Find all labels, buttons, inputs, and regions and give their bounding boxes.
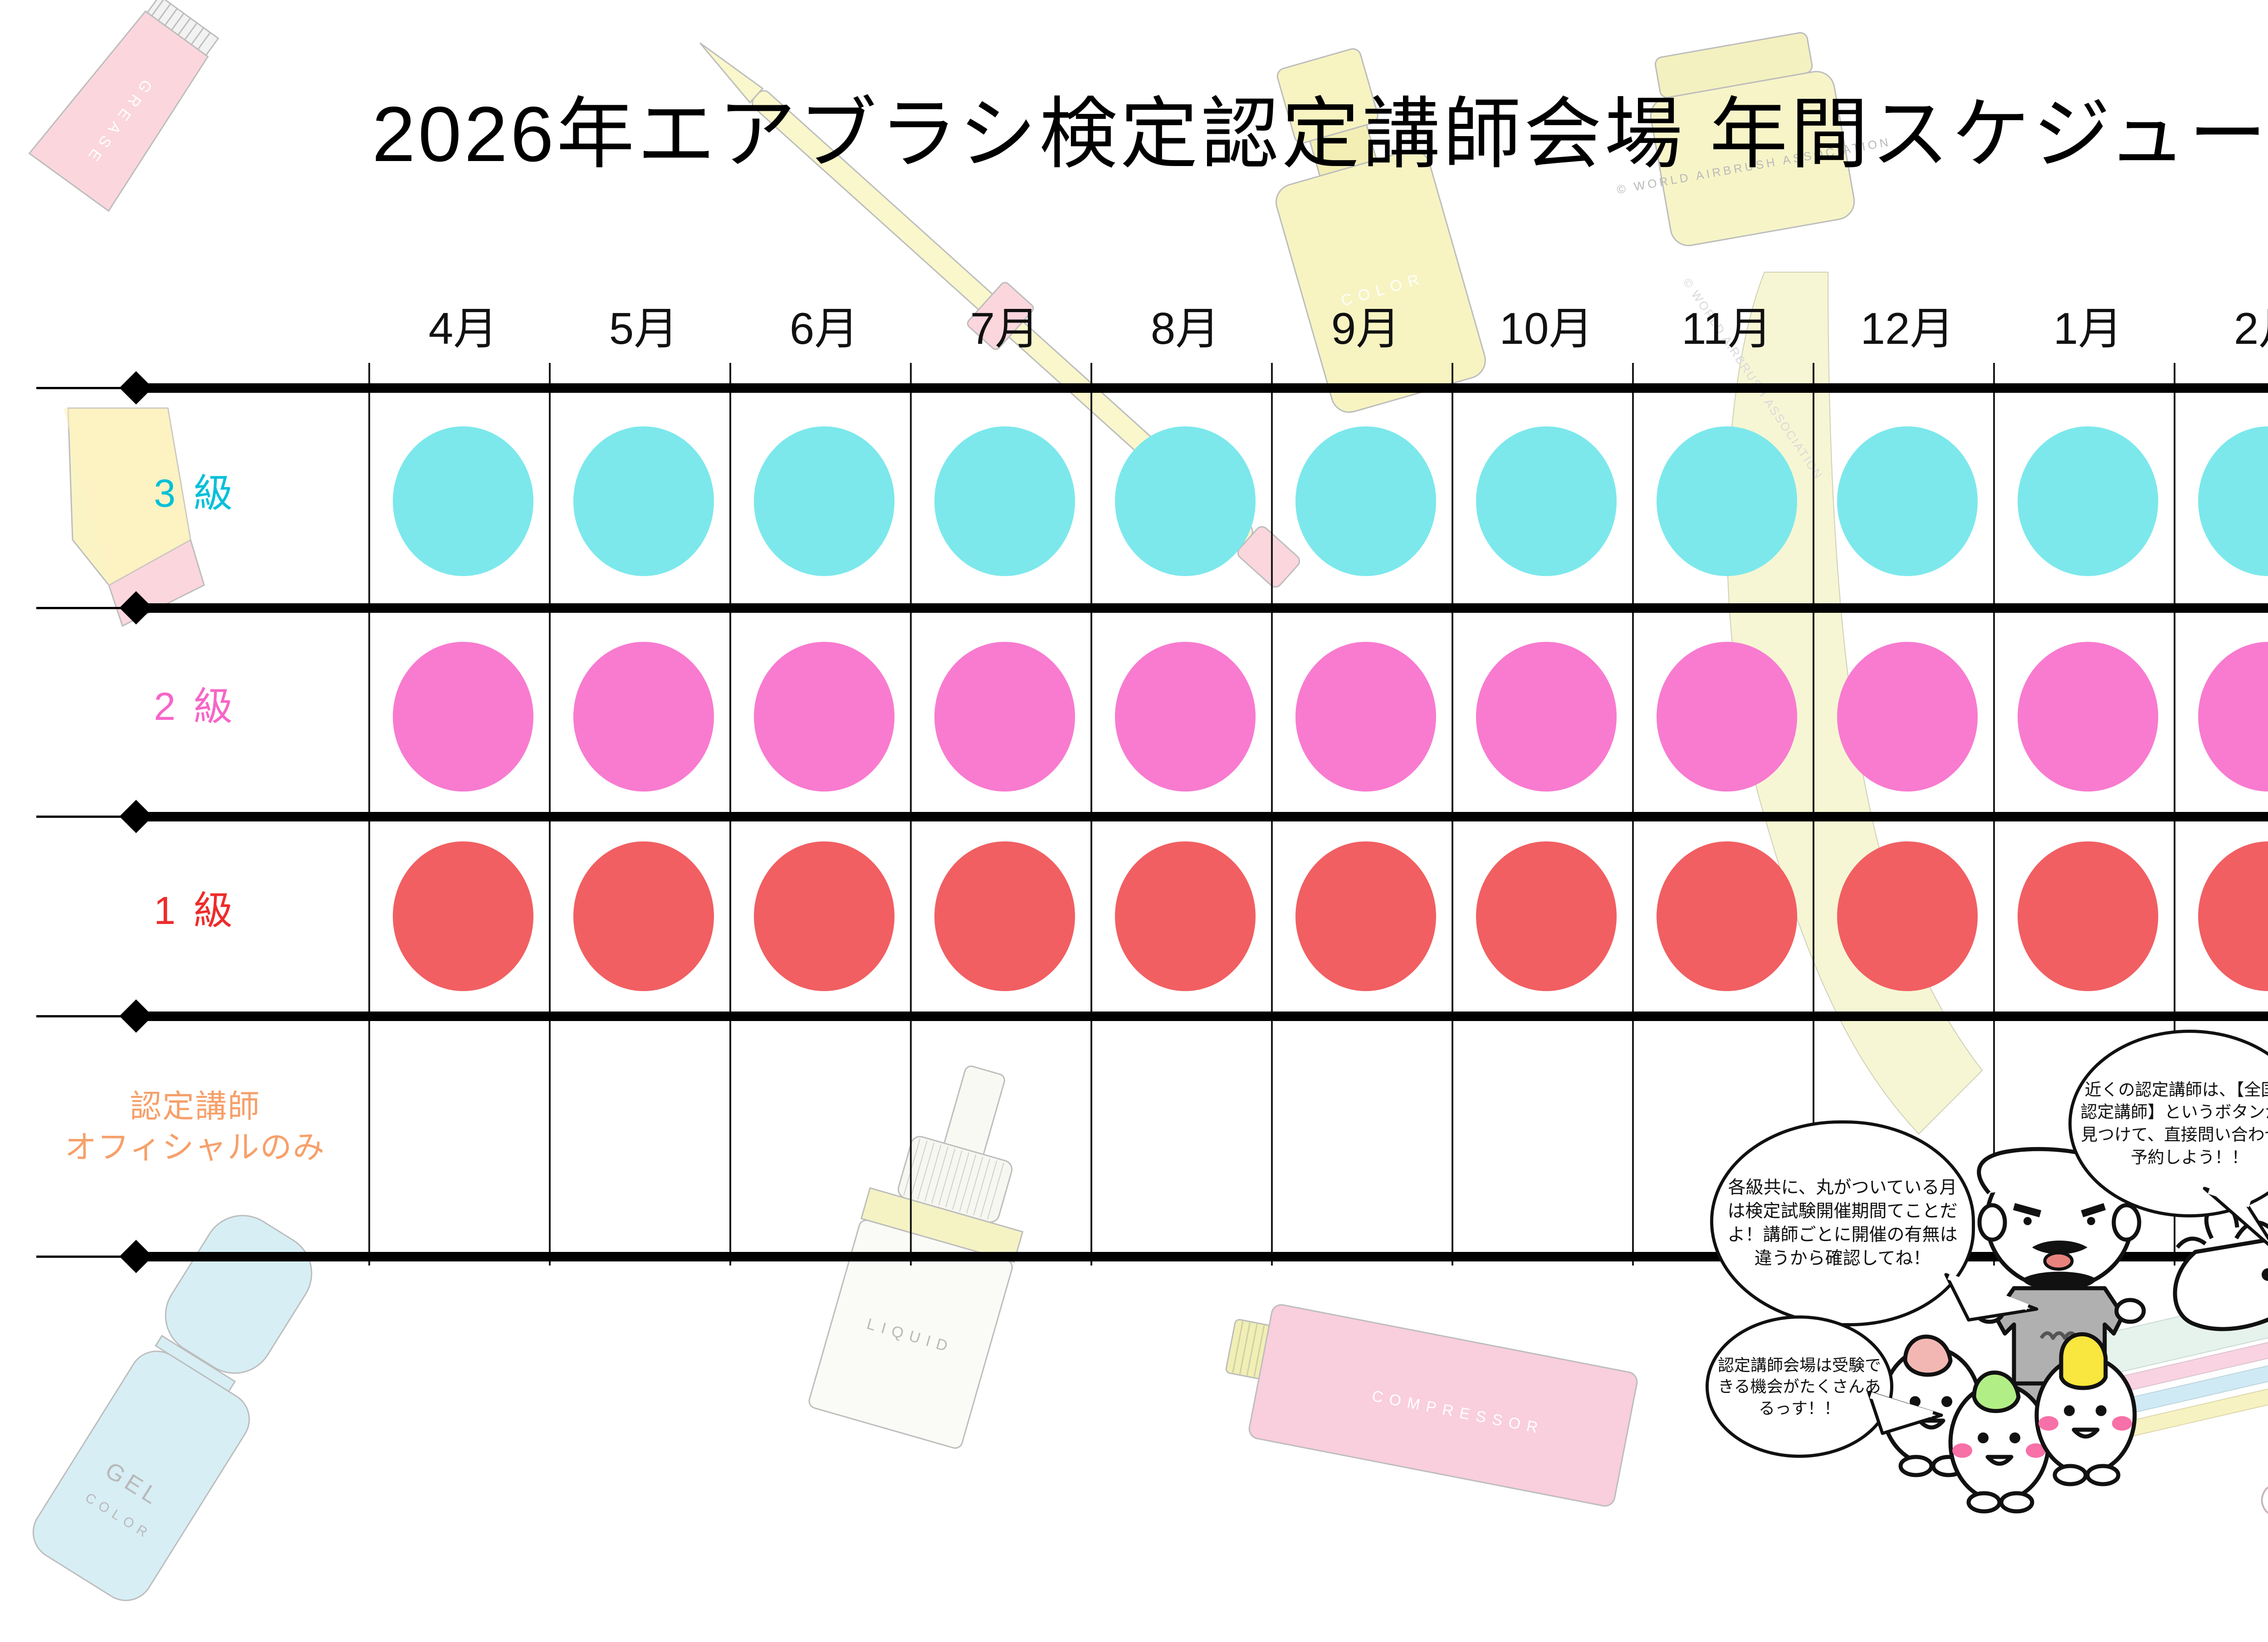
row-label-grade2: 2 級 (154, 685, 236, 728)
bubble-many-chances-text: 認定講師会場は受験できる機会がたくさんあるっす！！ (1717, 1355, 1881, 1417)
dot-grade1-4 (393, 841, 533, 991)
dot-grade2-12 (1837, 642, 1978, 792)
dot-grade1-1 (2018, 841, 2158, 991)
dot-grade3-5 (573, 426, 714, 576)
bubble-find-instructor: 近くの認定講師は、【全国の認定講師】というボタンから見つけて、直接問い合わせて予… (2068, 1030, 2268, 1217)
month-header-10: 10月 (1499, 303, 1593, 353)
dot-grade1-11 (1657, 841, 1797, 991)
bubble-many-chances: 認定講師会場は受験できる機会がたくさんあるっす！！ (1706, 1315, 1893, 1458)
month-header-12: 12月 (1860, 303, 1955, 353)
row-label-official-line2: オフィシャルのみ (64, 1129, 326, 1165)
row-label-official-line1: 認定講師 (130, 1089, 260, 1124)
dot-grade2-10 (1476, 642, 1617, 792)
dot-grade3-11 (1657, 426, 1797, 576)
dot-grade3-10 (1476, 426, 1617, 576)
dot-grade2-5 (573, 642, 714, 792)
dot-grade1-8 (1115, 841, 1256, 991)
bubble-exam-period-tail (1944, 1273, 2038, 1322)
dot-grade1-12 (1837, 841, 1978, 991)
month-header-5: 5月 (609, 303, 679, 353)
bubble-exam-period-text: 各級共に、丸がついている月は検定試験開催期間てことだよ！講師ごとに開催の有無は違… (1727, 1178, 1958, 1269)
dot-grade2-9 (1295, 642, 1436, 792)
bubble-find-instructor-text: 近くの認定講師は、【全国の認定講師】というボタンから見つけて、直接問い合わせて予… (2080, 1080, 2268, 1167)
month-header-4: 4月 (428, 303, 498, 353)
dot-grade1-10 (1476, 841, 1617, 991)
dot-grade2-4 (393, 642, 533, 792)
month-header-11: 11月 (1681, 303, 1772, 353)
dot-grade3-4 (393, 426, 533, 576)
rule-between-2-1 (36, 800, 2268, 833)
dot-grade1-7 (934, 841, 1075, 991)
month-header-7: 7月 (970, 303, 1040, 353)
month-header-9: 9月 (1331, 303, 1401, 353)
bubble-exam-period: 各級共に、丸がついている月は検定試験開催期間てことだよ！講師ごとに開催の有無は違… (1710, 1120, 1975, 1326)
month-header-6: 6月 (789, 303, 859, 353)
rule-top (36, 371, 2268, 405)
dot-grade2-11 (1657, 642, 1797, 792)
month-header-1: 1月 (2053, 303, 2123, 353)
dot-grade3-9 (1295, 426, 1436, 576)
dot-grade1-2 (2198, 841, 2268, 991)
schedule-poster: GREASE (28, 0, 2268, 1601)
dot-grade1-9 (1295, 841, 1436, 991)
rule-between-3-2 (36, 591, 2268, 625)
page-title: 2026年エアブラシ検定認定講師会場 年間スケジュール (372, 91, 2268, 178)
month-header-8: 8月 (1150, 303, 1220, 353)
bubble-find-instructor-tail (2203, 1187, 2268, 1246)
dot-grade2-2 (2198, 642, 2268, 792)
dot-grade3-2 (2198, 426, 2268, 576)
dot-grade1-6 (754, 841, 894, 991)
dot-grade2-6 (754, 642, 894, 792)
dot-grade3-1 (2018, 426, 2158, 576)
rule-between-1-official (36, 999, 2268, 1033)
dot-grade3-7 (934, 426, 1075, 576)
dot-grade3-6 (754, 426, 894, 576)
row-label-grade3: 3 級 (154, 472, 236, 515)
dot-grade2-8 (1115, 642, 1256, 792)
dot-grade2-7 (934, 642, 1075, 792)
bubble-many-chances-tail (1867, 1391, 1943, 1435)
dot-grade3-12 (1837, 426, 1978, 576)
row-label-grade1: 1 級 (154, 889, 236, 933)
dot-grade3-8 (1115, 426, 1256, 576)
dot-grade2-1 (2018, 642, 2158, 792)
month-header-2: 2月 (2234, 303, 2268, 353)
dot-grade1-5 (573, 841, 714, 991)
